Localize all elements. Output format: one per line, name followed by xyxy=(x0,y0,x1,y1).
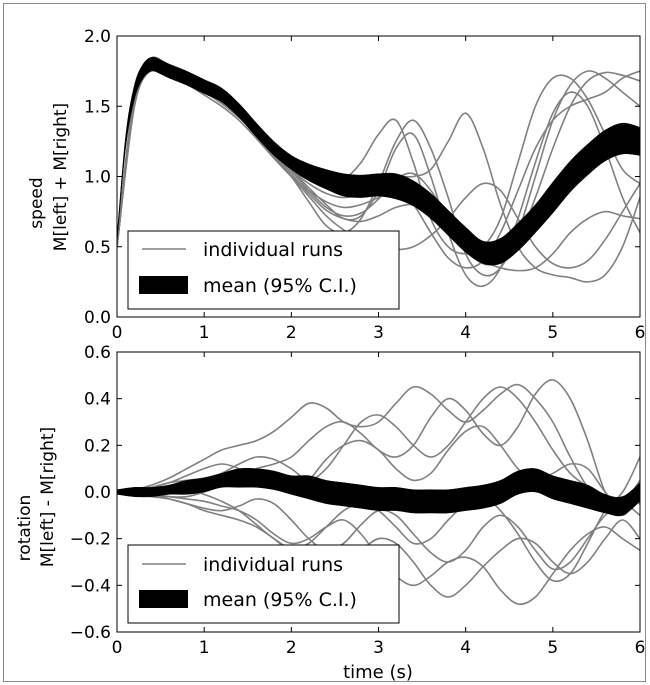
rotation-mean-ci-band xyxy=(117,467,640,517)
rotation-run-2-line xyxy=(117,491,640,598)
rotation-xtick-label: 6 xyxy=(635,638,646,658)
speed-xtick-label: 5 xyxy=(547,323,558,343)
figure-frame xyxy=(3,3,646,682)
speed-xtick-label: 2 xyxy=(286,323,297,343)
rotation-xtick-label: 0 xyxy=(112,638,123,658)
speed-run-4-line xyxy=(117,63,640,269)
rotation-ytick-label: 0.0 xyxy=(84,483,111,503)
speed-legend: individual runs mean (95% C.I.) xyxy=(127,230,400,310)
speed-legend-mean-swatch xyxy=(139,276,188,294)
speed-ylabel-line1: speed xyxy=(27,177,47,228)
speed-xtick-label: 3 xyxy=(373,323,384,343)
speed-ylabel-line2: M[left] + M[right] xyxy=(51,103,71,251)
speed-ytick-label: 0.0 xyxy=(84,308,111,328)
rotation-ytick-label: −0.2 xyxy=(70,530,111,550)
speed-ytick-label: 1.5 xyxy=(84,97,111,117)
rotation-axis-ticks: 0 1 2 3 4 5 6 −0.6 −0.4 −0.2 0.0 0.2 0.4 0.6 xyxy=(70,343,646,658)
rotation-legend-box xyxy=(127,544,400,624)
rotation-legend-mean-label: mean (95% C.I.) xyxy=(203,589,357,611)
speed-xtick-label: 0 xyxy=(112,323,123,343)
speed-ytick-label: 2.0 xyxy=(84,27,111,47)
rotation-xtick-label: 3 xyxy=(373,638,384,658)
rotation-xtick-label: 5 xyxy=(547,638,558,658)
rotation-ylabel-line1: rotation xyxy=(15,495,35,562)
speed-legend-runs-label: individual runs xyxy=(203,239,343,261)
speed-legend-box xyxy=(127,230,400,310)
rotation-xtick-label: 2 xyxy=(286,638,297,658)
speed-chart: 0 1 2 3 4 5 6 0.0 0.5 1.0 1.5 2.0 speed M[left] + M… xyxy=(27,27,645,343)
speed-mean-ci-band xyxy=(117,56,640,266)
rotation-legend-mean-swatch xyxy=(139,590,188,608)
rotation-legend: individual runs mean (95% C.I.) xyxy=(127,544,400,624)
rotation-mean-ci-group xyxy=(117,467,640,517)
speed-ytick-label: 1.0 xyxy=(84,168,111,188)
rotation-ylabel-line2: M[left] - M[right] xyxy=(38,427,58,567)
rotation-ytick-label: 0.6 xyxy=(84,343,111,363)
speed-xtick-label: 1 xyxy=(199,323,210,343)
rotation-ytick-label: 0.4 xyxy=(84,390,111,410)
rotation-ytick-label: 0.2 xyxy=(84,436,111,456)
rotation-run-1-line xyxy=(117,383,640,505)
speed-xtick-label: 4 xyxy=(460,323,471,343)
speed-ytick-label: 0.5 xyxy=(84,238,111,258)
speed-legend-mean-label: mean (95% C.I.) xyxy=(203,275,357,297)
speed-axis-ticks: 0 1 2 3 4 5 6 0.0 0.5 1.0 1.5 2.0 xyxy=(84,27,645,343)
speed-xtick-label: 6 xyxy=(635,323,646,343)
rotation-xtick-label: 1 xyxy=(199,638,210,658)
rotation-ytick-label: −0.4 xyxy=(70,576,111,596)
speed-mean-ci-group xyxy=(117,56,640,266)
speed-run-3-line xyxy=(117,63,640,255)
rotation-xlabel: time (s) xyxy=(343,662,413,683)
rotation-ytick-label: −0.6 xyxy=(70,623,111,643)
rotation-legend-runs-label: individual runs xyxy=(203,554,343,576)
rotation-chart: 0 1 2 3 4 5 6 −0.6 −0.4 −0.2 0.0 0.2 0.4 0.6 rotation… xyxy=(15,343,645,683)
rotation-xtick-label: 4 xyxy=(460,638,471,658)
